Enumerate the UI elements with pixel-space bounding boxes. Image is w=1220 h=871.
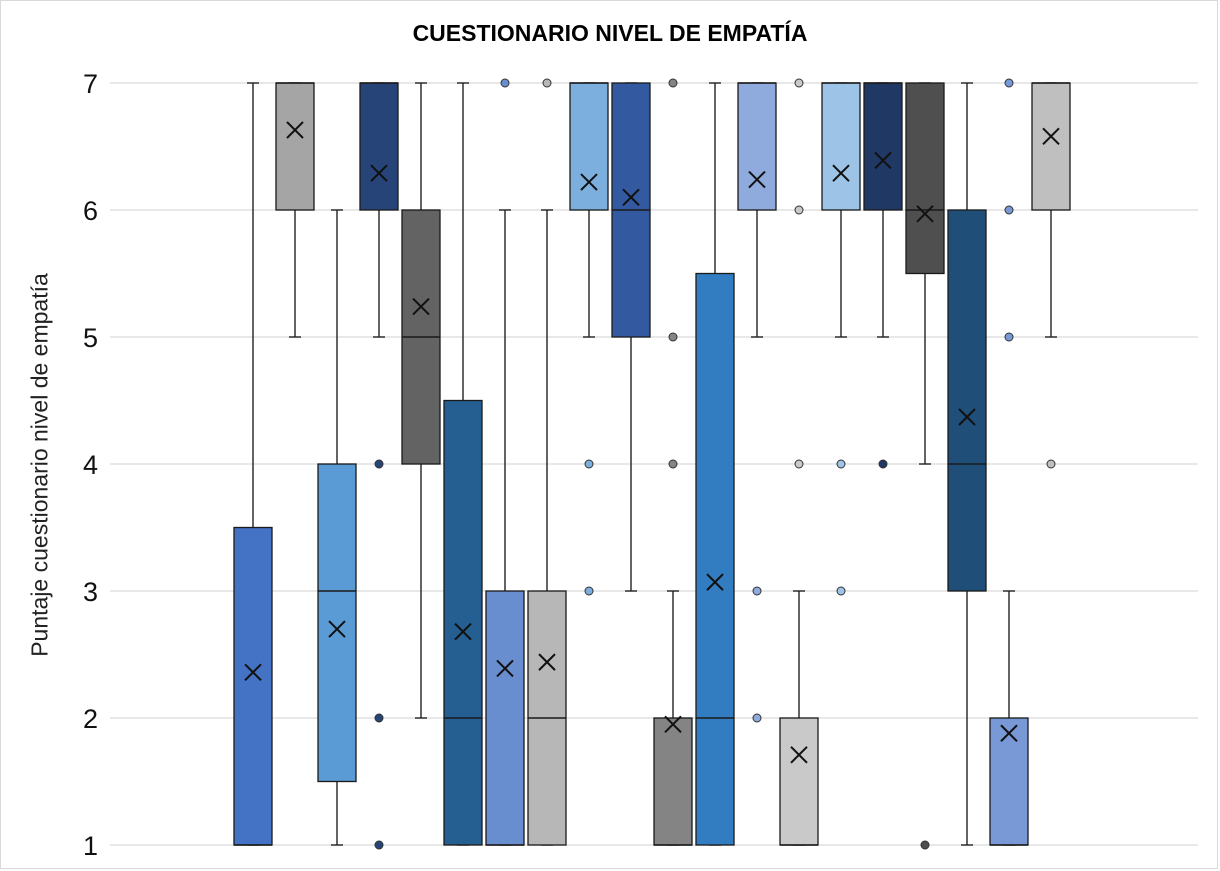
outlier-point — [878, 459, 888, 469]
y-tick-label: 1 — [83, 831, 98, 861]
box-body — [905, 82, 945, 275]
box-5 — [401, 82, 441, 719]
box-15 — [821, 82, 861, 596]
box-13 — [737, 82, 777, 723]
outlier-point — [920, 840, 930, 850]
box-20 — [1031, 82, 1071, 469]
boxes — [233, 78, 1071, 850]
box-body — [947, 209, 987, 592]
outlier-point — [794, 459, 804, 469]
mean-marker — [832, 164, 850, 182]
box-7 — [485, 78, 525, 846]
box-1 — [233, 82, 273, 846]
box-12 — [695, 82, 735, 846]
box-body — [863, 82, 903, 211]
outlier-point — [1004, 332, 1014, 342]
outlier-point — [1046, 459, 1056, 469]
mean-marker — [622, 188, 640, 207]
outlier-point — [500, 78, 510, 88]
outlier-point — [374, 459, 384, 469]
box-4 — [359, 82, 399, 850]
outlier-point — [752, 586, 762, 596]
box-body — [737, 82, 777, 211]
box-2 — [275, 82, 315, 338]
box-body — [821, 82, 861, 211]
box-body — [233, 526, 273, 846]
mean-marker — [454, 622, 472, 641]
box-body — [485, 590, 525, 846]
outlier-point — [836, 586, 846, 596]
outlier-point — [584, 459, 594, 469]
mean-marker — [1042, 127, 1060, 146]
outlier-point — [668, 78, 678, 88]
box-18 — [947, 82, 987, 846]
mean-marker — [706, 573, 724, 591]
box-body — [695, 272, 735, 846]
outlier-point — [1004, 205, 1014, 215]
mean-marker — [286, 121, 304, 139]
y-tick-label: 5 — [83, 323, 98, 353]
outlier-point — [1004, 78, 1014, 88]
mean-marker — [538, 653, 556, 671]
y-tick-label: 6 — [83, 196, 98, 226]
box-body — [1031, 82, 1071, 211]
box-body — [653, 717, 693, 846]
outlier-point — [794, 78, 804, 88]
box-body — [275, 82, 315, 211]
outlier-point — [542, 78, 552, 88]
outlier-point — [668, 332, 678, 342]
box-body — [443, 399, 483, 846]
box-body — [317, 463, 357, 783]
box-9 — [569, 82, 609, 596]
outlier-point — [374, 713, 384, 723]
mean-marker — [328, 620, 346, 638]
mean-marker — [958, 408, 976, 426]
box-8 — [527, 78, 567, 846]
outlier-point — [584, 586, 594, 596]
mean-marker — [916, 205, 934, 223]
mean-marker — [370, 164, 388, 182]
outlier-point — [794, 205, 804, 215]
mean-marker — [790, 746, 808, 764]
box-body — [989, 717, 1029, 846]
box-14 — [779, 78, 819, 846]
y-tick-label: 4 — [83, 450, 98, 480]
mean-marker — [874, 151, 892, 170]
chart-title: CUESTIONARIO NIVEL DE EMPATÍA — [412, 20, 808, 46]
mean-marker — [496, 659, 514, 678]
box-body — [569, 82, 609, 211]
box-body — [779, 717, 819, 846]
outlier-point — [752, 713, 762, 723]
mean-marker — [748, 170, 766, 189]
mean-marker — [1000, 724, 1018, 742]
y-tick-label: 3 — [83, 577, 98, 607]
mean-marker — [244, 663, 262, 681]
outlier-point — [668, 459, 678, 469]
box-6 — [443, 82, 483, 846]
box-10 — [611, 82, 651, 592]
y-tick-labels: 1 2 3 4 5 6 7 — [83, 69, 98, 861]
y-tick-label: 2 — [83, 704, 98, 734]
mean-marker — [412, 297, 430, 316]
box-16 — [863, 82, 903, 469]
box-3 — [317, 209, 357, 846]
box-body — [359, 82, 399, 211]
mean-marker — [664, 715, 682, 734]
box-19 — [989, 78, 1029, 846]
box-11 — [653, 78, 693, 846]
box-17 — [905, 82, 945, 850]
y-tick-label: 7 — [83, 69, 98, 99]
outlier-point — [836, 459, 846, 469]
mean-marker — [580, 173, 598, 191]
outlier-point — [374, 840, 384, 850]
